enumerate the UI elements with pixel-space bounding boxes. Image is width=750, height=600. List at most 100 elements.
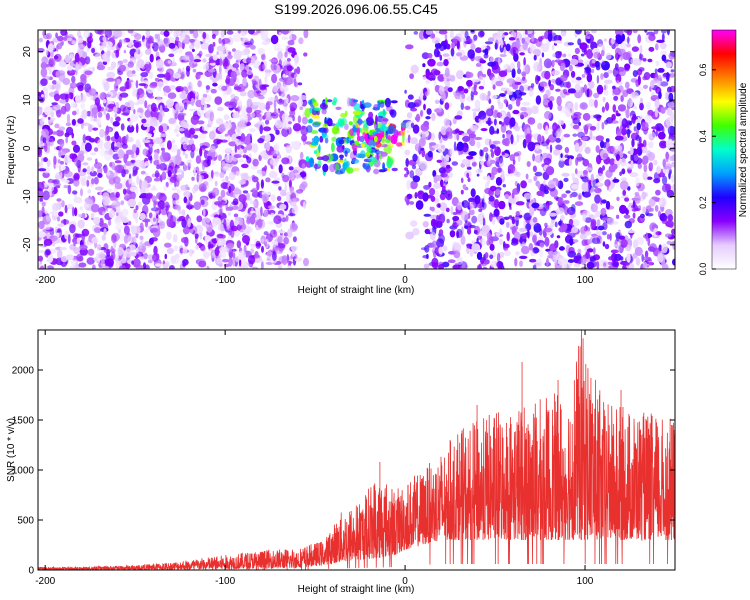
spectrogram-blob <box>612 85 616 90</box>
spectrogram-blob <box>471 108 481 112</box>
spectrogram-blob <box>420 133 426 143</box>
spectrogram-blob <box>255 243 262 247</box>
spectrogram-blob <box>493 118 497 126</box>
spectrogram-blob <box>102 195 110 206</box>
spectrogram-blob <box>507 164 516 174</box>
spectrogram-blob <box>127 235 135 244</box>
spectrogram-blob <box>153 130 157 134</box>
spectrogram-blob <box>447 259 456 264</box>
spectrogram-blob <box>586 49 594 59</box>
spectrogram-blob <box>636 122 641 131</box>
spectrogram-blob <box>474 136 483 141</box>
spectrogram-blob <box>136 175 140 185</box>
spectrogram-blob <box>600 238 604 244</box>
spectrogram-blob <box>100 257 105 267</box>
spectrogram-blob <box>473 84 477 92</box>
spectrogram-blob <box>212 187 220 197</box>
spectrogram-blob <box>603 38 607 42</box>
spectrogram-blob <box>406 130 410 134</box>
spectrogram-blob <box>424 91 429 97</box>
snr-y-label: SNR (10 * v/v) <box>6 418 17 482</box>
spectrogram-blob <box>390 109 397 118</box>
spectrogram-blob <box>647 131 656 140</box>
spectrogram-blob <box>115 116 121 122</box>
spectrogram-blob <box>645 205 652 213</box>
spectrogram-blob <box>553 40 563 44</box>
spectrogram-blob <box>247 89 256 99</box>
spectrogram-blob <box>479 30 485 37</box>
spectrogram-blob <box>158 113 163 123</box>
spectrogram-blob <box>544 222 548 228</box>
spectrogram-blob <box>232 231 241 235</box>
spectrogram-blob <box>484 252 489 259</box>
x-tick-label: -200 <box>35 576 55 587</box>
spectrogram-blob <box>232 249 236 260</box>
spectrogram-blob <box>637 34 642 44</box>
spectrogram-blob <box>219 57 223 67</box>
spectrogram-blob <box>649 243 657 253</box>
spectrogram-blob <box>49 248 57 254</box>
spectrogram-blob <box>219 72 223 80</box>
spectrogram-blob <box>191 48 195 53</box>
spectrogram-blob <box>376 133 383 140</box>
spectrogram-blob <box>489 254 494 260</box>
spectrogram-blob <box>197 170 203 175</box>
spectrogram-blob <box>647 58 653 63</box>
spectrogram-blob <box>531 105 539 115</box>
spectrogram-blob <box>258 115 263 121</box>
spectrogram-blob <box>225 86 232 95</box>
spectrogram-blob <box>38 262 41 268</box>
spectrogram-blob <box>534 144 541 151</box>
spectrogram-blob <box>148 95 155 99</box>
spectrogram-blob <box>366 145 372 153</box>
spectrogram-blob <box>263 209 269 217</box>
spectrogram-blob <box>215 73 221 81</box>
spectrogram-blob <box>404 89 407 94</box>
spectrogram-blob <box>658 91 662 99</box>
spectrogram-blob <box>230 121 237 131</box>
spectrogram-blob <box>80 144 85 153</box>
spectrogram-blob <box>448 172 453 178</box>
spectrogram-blob <box>346 97 351 107</box>
spectrogram-blob <box>431 112 436 122</box>
spectrogram-blob <box>128 41 132 48</box>
spectrogram-blob <box>437 144 446 153</box>
spectrogram-blob <box>605 52 612 60</box>
spectrogram-blob <box>209 145 216 153</box>
spectrogram-blob <box>301 181 308 189</box>
spectrogram-blob <box>47 43 54 53</box>
spectrogram-blob <box>597 182 600 186</box>
spectrogram-blob <box>468 151 477 157</box>
spectrogram-blob <box>56 216 61 222</box>
spectrogram-blob <box>137 144 142 148</box>
spectrogram-blob <box>126 124 135 133</box>
spectrogram-blob <box>501 151 505 156</box>
spectrogram-blob <box>561 135 564 142</box>
spectrogram-blob <box>250 59 256 64</box>
spectrogram-blob <box>100 147 105 158</box>
spectrogram-blob <box>593 114 602 119</box>
spectrogram-blob <box>81 109 88 119</box>
spectrogram-blob <box>53 55 59 60</box>
spectrogram-blob <box>567 42 574 46</box>
spectrogram-blob <box>88 88 97 96</box>
spectrogram-blob <box>365 116 374 126</box>
spectrogram-blob <box>288 166 294 171</box>
spectrogram-blob <box>475 169 484 174</box>
spectrogram-blob <box>613 244 620 248</box>
spectrogram-blob <box>55 80 62 85</box>
spectrogram-blob <box>139 188 146 194</box>
spectrogram-blob <box>527 230 530 239</box>
spectrogram-blob <box>561 193 567 198</box>
spectrogram-blob <box>460 102 464 110</box>
spectrogram-blob <box>148 259 153 264</box>
spectrogram-blob <box>112 106 118 114</box>
spectrogram-blob <box>153 200 157 208</box>
spectrogram-blob <box>426 108 432 115</box>
spectrogram-blob <box>223 218 227 229</box>
spectrogram-blob <box>665 220 674 228</box>
spectrogram-blob <box>251 174 256 180</box>
spectrogram-blob <box>415 200 424 210</box>
spectrogram-blob <box>591 63 596 67</box>
spectrogram-blob <box>256 30 261 34</box>
